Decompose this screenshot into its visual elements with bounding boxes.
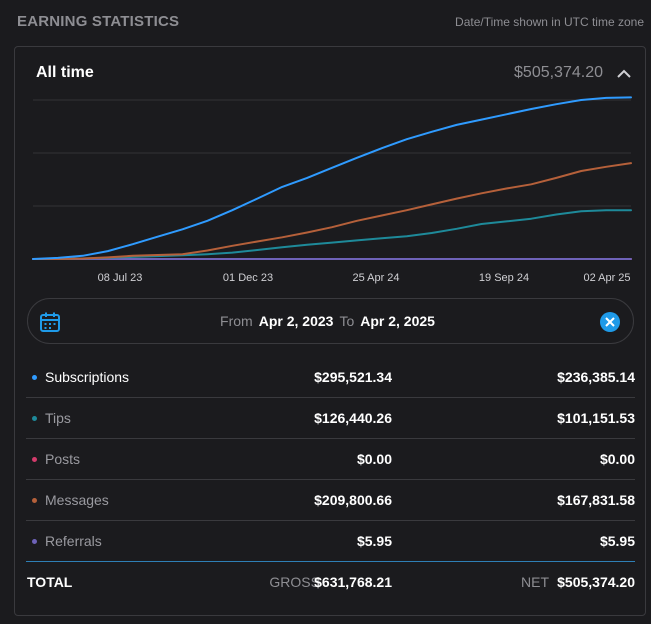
row-net: $167,831.58 <box>557 492 635 508</box>
from-date: Apr 2, 2023 <box>258 313 334 329</box>
clear-range-button[interactable] <box>599 311 621 333</box>
row-net: $5.95 <box>599 533 635 549</box>
row-gross: $209,800.66 <box>314 492 392 508</box>
series-line-tips <box>32 209 632 260</box>
card-header[interactable]: All time $505,374.20 <box>15 47 645 99</box>
calendar-button[interactable] <box>39 311 61 333</box>
row-messages[interactable]: Messages $209,800.66 $167,831.58 <box>26 480 635 521</box>
row-posts[interactable]: Posts $0.00 $0.00 <box>26 439 635 480</box>
total-row: TOTAL GROSS $631,768.21 NET $505,374.20 <box>26 562 635 600</box>
row-gross: $295,521.34 <box>314 369 392 385</box>
x-tick-label: 19 Sep 24 <box>479 272 529 284</box>
close-circle-icon <box>600 312 620 332</box>
row-name: Messages <box>45 492 109 508</box>
chevron-up-icon <box>617 69 631 78</box>
date-range-text: From Apr 2, 2023 To Apr 2, 2025 <box>28 313 633 329</box>
legend-dot-messages <box>32 498 37 503</box>
page-header: EARNING STATISTICS Date/Time shown in UT… <box>17 0 644 44</box>
legend-dot-subscriptions <box>32 375 37 380</box>
row-net: $101,151.53 <box>557 410 635 426</box>
series-line-messages <box>32 162 632 260</box>
legend-dot-tips <box>32 416 37 421</box>
page-title: EARNING STATISTICS <box>17 13 180 30</box>
row-referrals[interactable]: Referrals $5.95 $5.95 <box>26 521 635 562</box>
row-gross: $0.00 <box>356 451 392 467</box>
from-label: From <box>220 313 253 329</box>
x-tick-label: 02 Apr 25 <box>583 272 630 284</box>
x-tick-label: 01 Dec 23 <box>223 272 273 284</box>
row-subscriptions[interactable]: Subscriptions $295,521.34 $236,385.14 <box>26 357 635 398</box>
calendar-icon <box>40 312 60 332</box>
row-name: Tips <box>45 410 71 426</box>
period-label: All time <box>36 64 94 81</box>
period-total: $505,374.20 <box>514 64 603 81</box>
row-name: Posts <box>45 451 81 467</box>
row-tips[interactable]: Tips $126,440.26 $101,151.53 <box>26 398 635 439</box>
net-total: $505,374.20 <box>557 574 635 590</box>
to-label: To <box>339 313 355 329</box>
x-tick-label: 08 Jul 23 <box>98 272 143 284</box>
row-net: $0.00 <box>599 451 635 467</box>
total-label: TOTAL <box>27 574 73 590</box>
legend-dot-posts <box>32 457 37 462</box>
row-net: $236,385.14 <box>557 369 635 385</box>
row-name: Referrals <box>45 533 102 549</box>
collapse-button[interactable] <box>613 63 635 85</box>
earnings-card: All time $505,374.20 08 Jul 23 01 Dec 23 2… <box>14 46 646 616</box>
to-date: Apr 2, 2025 <box>360 313 435 329</box>
gross-total: $631,768.21 <box>314 574 392 590</box>
series-line-subscriptions <box>32 96 632 260</box>
gross-label: GROSS <box>269 574 320 590</box>
x-tick-label: 25 Apr 24 <box>352 272 399 284</box>
net-label: NET <box>521 574 549 590</box>
earnings-table: Subscriptions $295,521.34 $236,385.14 Ti… <box>26 357 635 600</box>
earnings-chart: 08 Jul 23 01 Dec 23 25 Apr 24 19 Sep 24 02 A… <box>32 96 632 284</box>
row-name: Subscriptions <box>45 369 130 385</box>
date-range-picker[interactable]: From Apr 2, 2023 To Apr 2, 2025 <box>27 298 634 344</box>
legend-dot-referrals <box>32 539 37 544</box>
row-gross: $5.95 <box>356 533 392 549</box>
row-gross: $126,440.26 <box>314 410 392 426</box>
timezone-note: Date/Time shown in UTC time zone <box>455 15 644 29</box>
